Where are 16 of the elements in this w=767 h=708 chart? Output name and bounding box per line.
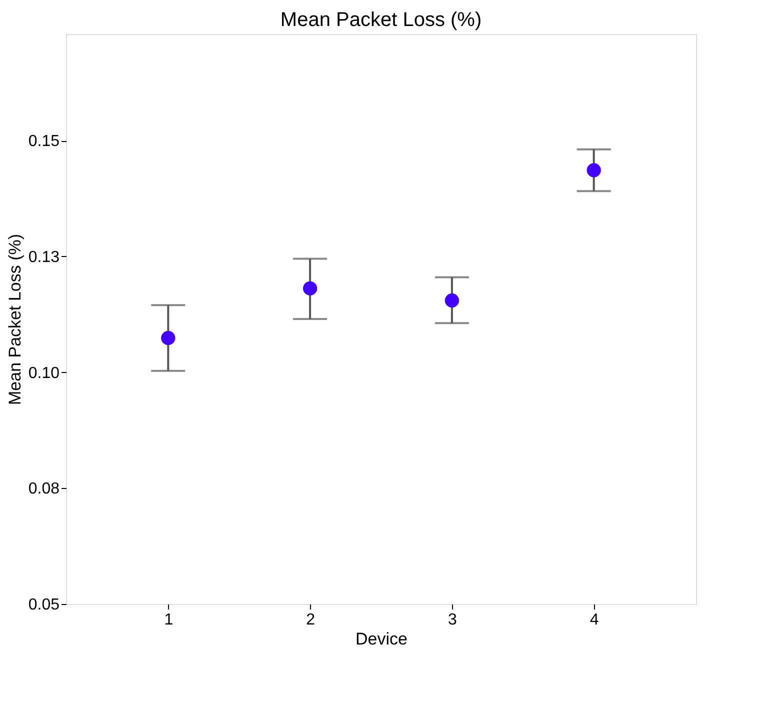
y-axis-title: Mean Packet Loss (%) <box>5 234 24 406</box>
x-tick-label: 1 <box>164 612 174 628</box>
y-tick-label: 0.08 <box>28 480 60 498</box>
chart-title: Mean Packet Loss (%) <box>280 9 482 31</box>
x-tick-label: 2 <box>306 612 316 628</box>
point <box>444 293 460 308</box>
x-tick-label: 4 <box>590 612 599 628</box>
point <box>161 330 176 346</box>
y-tick-label: 0.05 <box>28 596 60 614</box>
point <box>302 281 318 296</box>
y-tick-label: 0.15 <box>28 133 60 150</box>
x-tick-label: 3 <box>448 612 457 628</box>
x-axis-title: Device <box>356 630 408 648</box>
y-tick-label: 0.10 <box>28 364 60 382</box>
point <box>586 163 601 178</box>
y-tick-label: 0.13 <box>28 248 60 266</box>
